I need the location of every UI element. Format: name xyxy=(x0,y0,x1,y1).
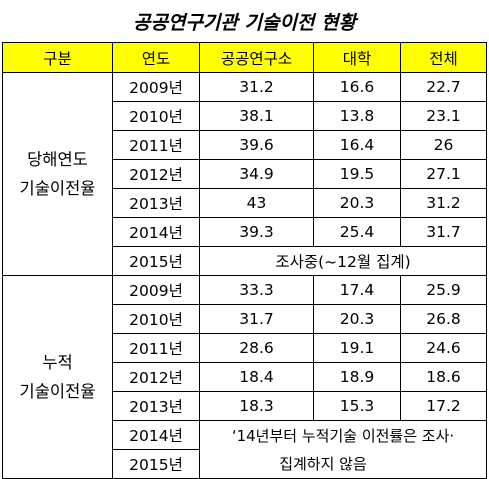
survey-note-cell: 조사중(~12월 집계) xyxy=(199,246,487,276)
value-cell: 27.1 xyxy=(400,159,487,189)
tech-transfer-table: 구분 연도 공공연구소 대학 전체 당해연도 기술이전율 2009년 31.2 … xyxy=(2,42,487,479)
year-cell: 2014년 xyxy=(112,217,200,247)
year-cell: 2009년 xyxy=(112,275,200,305)
value-cell: 16.6 xyxy=(313,72,401,102)
group-label-line2: 기술이전율 xyxy=(19,179,96,198)
header-public-research: 공공연구소 xyxy=(199,42,314,73)
value-cell: 24.6 xyxy=(400,333,487,363)
group-label-cumulative: 누적 기술이전율 xyxy=(2,275,113,479)
year-cell: 2015년 xyxy=(112,246,200,276)
table-row: 2014년 ‘14년부터 누적기술 이전률은 조사· 집계하지 않음 xyxy=(3,420,487,479)
table-title: 공공연구기관 기술이전 현황 xyxy=(133,11,356,34)
note-line1: ‘14년부터 누적기술 이전률은 조사· xyxy=(231,426,455,445)
value-cell: 26 xyxy=(400,130,487,160)
value-cell: 28.6 xyxy=(199,333,314,363)
value-cell: 43 xyxy=(199,188,314,218)
value-cell: 33.3 xyxy=(199,275,314,305)
header-university: 대학 xyxy=(313,42,401,73)
value-cell: 18.3 xyxy=(199,391,314,421)
value-cell: 22.7 xyxy=(400,72,487,102)
value-cell: 16.4 xyxy=(313,130,401,160)
value-cell: 20.3 xyxy=(313,188,401,218)
value-cell: 31.7 xyxy=(199,304,314,334)
value-cell: 18.4 xyxy=(199,362,314,392)
value-cell: 26.8 xyxy=(400,304,487,334)
group-label-line2: 기술이전율 xyxy=(19,382,96,401)
table-row: 2012년 18.4 18.9 18.6 xyxy=(3,362,487,392)
table-row: 2011년 28.6 19.1 24.6 xyxy=(3,333,487,363)
table-row: 2012년 34.9 19.5 27.1 xyxy=(3,159,487,189)
value-cell: 19.5 xyxy=(313,159,401,189)
value-cell: 13.8 xyxy=(313,101,401,131)
table-row: 2011년 39.6 16.4 26 xyxy=(3,130,487,160)
table-row: 2010년 31.7 20.3 26.8 xyxy=(3,304,487,334)
value-cell: 25.9 xyxy=(400,275,487,305)
header-year: 연도 xyxy=(112,42,200,73)
value-cell: 39.3 xyxy=(199,217,314,247)
value-cell: 18.9 xyxy=(313,362,401,392)
year-cell: 2012년 xyxy=(112,159,200,189)
year-cell: 2015년 xyxy=(112,449,200,479)
value-cell: 19.1 xyxy=(313,333,401,363)
value-cell: 31.2 xyxy=(199,72,314,102)
value-cell: 20.3 xyxy=(313,304,401,334)
year-cell: 2014년 xyxy=(112,420,200,450)
table-row: 2010년 38.1 13.8 23.1 xyxy=(3,101,487,131)
year-cell: 2010년 xyxy=(112,304,200,334)
value-cell: 17.4 xyxy=(313,275,401,305)
header-category: 구분 xyxy=(2,42,113,73)
value-cell: 18.6 xyxy=(400,362,487,392)
table-row: 누적 기술이전율 2009년 33.3 17.4 25.9 xyxy=(2,275,487,479)
year-cell: 2009년 xyxy=(112,72,200,102)
year-cell: 2013년 xyxy=(112,188,200,218)
value-cell: 15.3 xyxy=(313,391,401,421)
header-total: 전체 xyxy=(400,42,487,73)
year-cell: 2012년 xyxy=(112,362,200,392)
year-cell: 2011년 xyxy=(112,333,200,363)
value-cell: 31.2 xyxy=(400,188,487,218)
group-label-annual: 당해연도 기술이전율 xyxy=(2,72,113,276)
group-label-line1: 누적 xyxy=(42,353,73,372)
note-line2: 집계하지 않음 xyxy=(279,454,367,473)
header-row: 구분 연도 공공연구소 대학 전체 xyxy=(2,42,487,73)
value-cell: 39.6 xyxy=(199,130,314,160)
table-row: 2015년 xyxy=(3,449,487,479)
year-cell: 2013년 xyxy=(112,391,200,421)
value-cell: 17.2 xyxy=(400,391,487,421)
value-cell: 38.1 xyxy=(199,101,314,131)
value-cell: 23.1 xyxy=(400,101,487,131)
table-row: 2013년 43 20.3 31.2 xyxy=(3,188,487,218)
value-cell: 34.9 xyxy=(199,159,314,189)
table-row: 2014년 39.3 25.4 31.7 xyxy=(3,217,487,247)
group-label-line1: 당해연도 xyxy=(27,150,88,169)
table-row: 당해연도 기술이전율 2009년 31.2 16.6 22.7 xyxy=(2,72,487,276)
value-cell: 31.7 xyxy=(400,217,487,247)
year-cell: 2011년 xyxy=(112,130,200,160)
year-cell: 2010년 xyxy=(112,101,200,131)
value-cell: 25.4 xyxy=(313,217,401,247)
cumulative-note-cell: ‘14년부터 누적기술 이전률은 조사· 집계하지 않음 xyxy=(199,420,487,479)
